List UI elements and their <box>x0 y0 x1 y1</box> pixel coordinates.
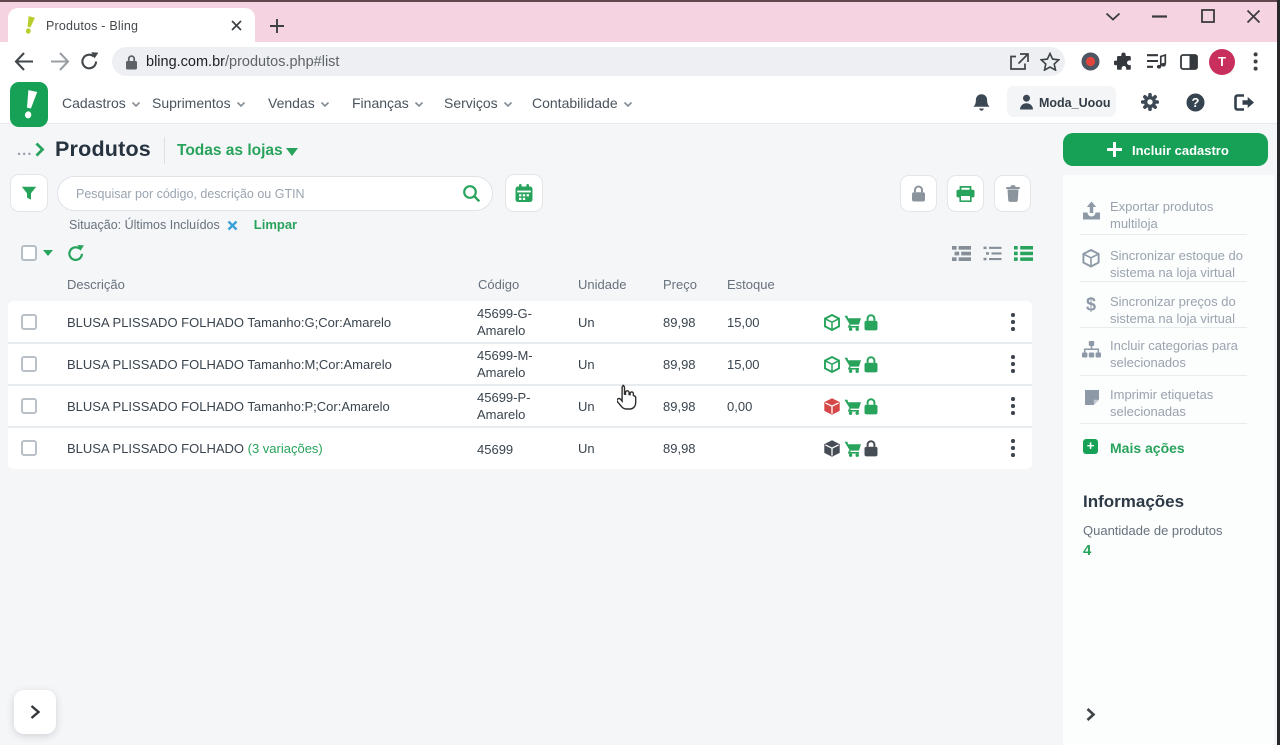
svg-text:?: ? <box>1192 95 1200 110</box>
svg-text:$: $ <box>1086 295 1096 315</box>
